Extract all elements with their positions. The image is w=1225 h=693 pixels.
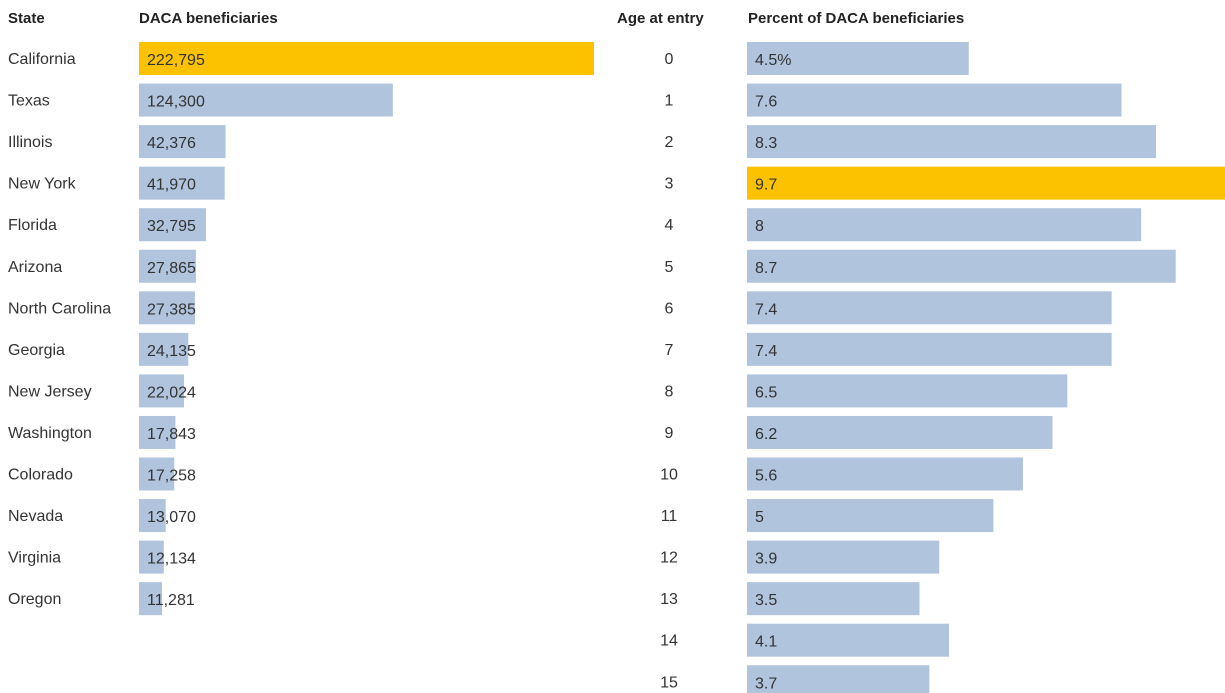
age-value-label: 4.5% [755,52,791,69]
state-value-label: 222,795 [147,52,205,69]
age-value-label: 8.7 [755,260,777,277]
state-value-label: 27,865 [147,260,196,277]
state-bar [139,374,184,408]
age-category-label: 1 [665,93,674,110]
age-bar [747,249,1176,283]
age-value-label: 8 [755,218,764,235]
state-bar [139,540,164,574]
state-category-label: Virginia [8,550,61,567]
age-bar [747,415,1053,449]
state-value-label: 11,281 [147,592,195,609]
age-chart: Age at entry Percent of DACA beneficiari… [617,10,1225,693]
age-bar [747,540,940,574]
age-category-label: 7 [665,342,674,359]
age-bar [747,291,1112,325]
state-category-label: California [8,51,76,68]
age-bar [747,125,1157,159]
state-value-label: 42,376 [147,135,196,152]
age-value-label: 3.7 [755,675,777,692]
age-category-label: 8 [665,383,674,400]
age-value-label: 9.7 [755,177,777,194]
state-bar [139,42,594,75]
age-category-label: 13 [660,591,678,608]
age-bar [747,582,920,616]
age-category-label: 11 [661,508,678,525]
age-bar [747,374,1068,408]
state-bar [139,499,166,533]
age-value-label: 6.2 [755,426,777,443]
age-category-label: 10 [660,467,678,484]
state-bar [139,166,225,200]
age-category-label: 12 [660,550,678,567]
state-category-label: New York [8,176,77,193]
state-header: State [8,10,45,27]
daca-beneficiaries-header: DACA beneficiaries [139,10,278,27]
age-value-label: 7.4 [755,301,777,318]
age-category-label: 6 [665,300,674,317]
state-bar [139,457,175,491]
state-bar [139,83,393,117]
state-category-label: North Carolina [8,300,111,317]
state-category-label: Oregon [8,591,61,608]
age-category-label: 14 [660,633,678,650]
age-value-label: 5.6 [755,468,777,485]
age-bar [747,499,994,533]
age-bar [747,208,1142,242]
age-category-label: 0 [665,51,674,68]
state-value-label: 22,024 [147,384,196,401]
percent-header: Percent of DACA beneficiaries [748,10,964,27]
state-value-label: 17,843 [147,426,196,443]
age-bar [747,457,1023,491]
age-value-label: 7.4 [755,343,777,360]
state-chart: State DACA beneficiaries California 222,7… [8,10,594,616]
state-value-label: 32,795 [147,218,196,235]
age-value-label: 6.5 [755,384,777,401]
age-value-label: 3.5 [755,592,777,609]
age-bar [747,332,1112,366]
state-bar [139,125,226,159]
age-category-label: 15 [660,674,678,691]
age-category-label: 5 [665,259,674,276]
state-value-label: 24,135 [147,343,196,360]
state-value-label: 12,134 [147,551,196,568]
state-category-label: Georgia [8,342,65,359]
age-value-label: 7.6 [755,94,777,111]
age-bar [747,83,1122,117]
state-bar [139,291,195,325]
state-category-label: Arizona [8,259,62,276]
state-category-label: Illinois [8,134,52,151]
age-bar [747,623,950,657]
state-value-label: 124,300 [147,94,205,111]
age-category-label: 4 [665,217,674,234]
age-bar [747,665,930,693]
state-value-label: 27,385 [147,301,196,318]
age-bar [747,42,969,75]
age-value-label: 4.1 [755,634,777,651]
state-category-label: Colorado [8,467,73,484]
state-bar [139,415,176,449]
state-bar [139,249,196,283]
state-bar [139,332,189,366]
age-category-label: 2 [665,134,674,151]
age-value-label: 8.3 [755,135,777,152]
age-category-label: 9 [665,425,674,442]
state-bar [139,208,206,242]
state-category-label: Washington [8,425,92,442]
age-at-entry-header: Age at entry [617,10,704,27]
state-category-label: New Jersey [8,383,92,400]
age-value-label: 3.9 [755,551,777,568]
state-value-label: 13,070 [147,509,196,526]
age-category-label: 3 [665,176,674,193]
state-category-label: Nevada [8,508,63,525]
state-category-label: Texas [8,93,50,110]
state-bar [139,582,163,616]
state-value-label: 41,970 [147,177,196,194]
age-bar [747,166,1225,200]
state-value-label: 17,258 [147,468,196,485]
age-value-label: 5 [755,509,764,526]
state-category-label: Florida [8,217,57,234]
